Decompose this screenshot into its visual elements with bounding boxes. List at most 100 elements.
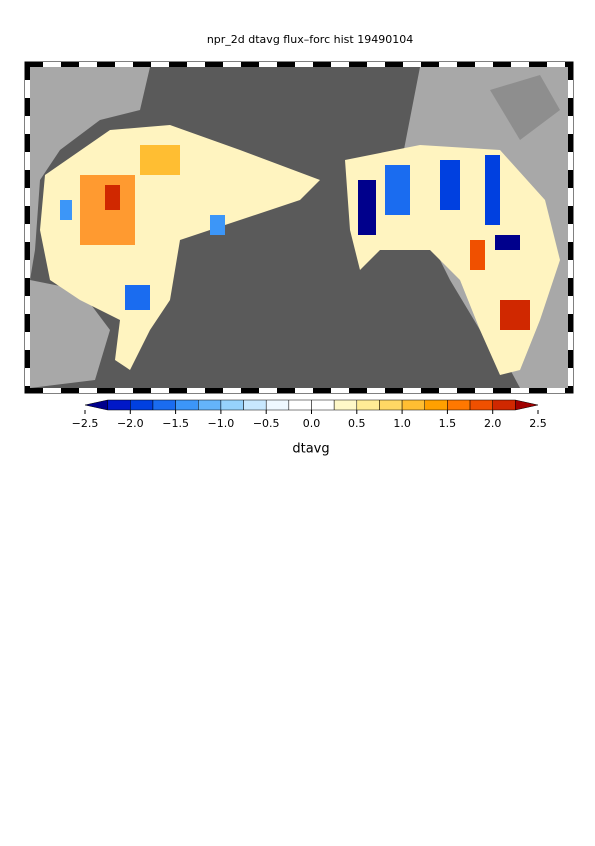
border-cell (568, 152, 573, 170)
border-cell (547, 62, 565, 67)
colorbar-tick-label: −2.0 (117, 417, 144, 430)
border-cell (439, 388, 457, 393)
border-cell (367, 388, 385, 393)
colorbar-swatch (401, 399, 425, 411)
border-cell (331, 62, 349, 67)
border-cell (25, 116, 30, 134)
map (24, 61, 574, 394)
colorbar-swatch (175, 399, 199, 411)
border-cell (25, 152, 30, 170)
colorbar-swatch (424, 399, 448, 411)
colorbar-tick-label: −2.5 (72, 417, 99, 430)
border-cell (223, 388, 241, 393)
border-cell (568, 278, 573, 296)
border-cell (205, 388, 223, 393)
border-cell (529, 62, 547, 67)
border-cell (25, 206, 30, 224)
colorbar-tick-label: 1.5 (439, 417, 457, 430)
colorbar-swatch (288, 399, 312, 411)
colorbar-swatch (130, 399, 154, 411)
border-cell (25, 98, 30, 116)
border-cell (568, 116, 573, 134)
land (30, 67, 150, 280)
border-cell (25, 134, 30, 152)
border-cell (43, 388, 61, 393)
border-cell (568, 350, 573, 368)
border-cell (403, 388, 421, 393)
colorbar-tick-label: 2.5 (529, 417, 547, 430)
border-cell (277, 388, 295, 393)
border-cell (511, 62, 529, 67)
colorbar: −2.5 −2.0 −1.5 −1.0 −0.5 0.0 0.5 1.0 1.5 2.0 2.5 (72, 399, 547, 430)
border-cell (79, 62, 97, 67)
border-cell (277, 62, 295, 67)
border-cell (568, 98, 573, 116)
field-cool (60, 200, 72, 220)
field-cool (125, 285, 150, 310)
border-cell (25, 188, 30, 206)
border-cell (568, 80, 573, 98)
border-cell (313, 62, 331, 67)
land (30, 280, 110, 388)
border-cell (568, 260, 573, 278)
colorbar-tick-label: −1.0 (208, 417, 235, 430)
colorbar-swatch (220, 399, 244, 411)
border-cell (349, 388, 367, 393)
border-cell (568, 368, 573, 386)
border-cell (115, 388, 133, 393)
border-cell (25, 80, 30, 98)
border-cell (331, 388, 349, 393)
border-cell (367, 62, 385, 67)
border-cell (568, 170, 573, 188)
border-cell (568, 62, 573, 80)
colorbar-tick-label: 1.0 (393, 417, 411, 430)
border-cell (169, 388, 187, 393)
field-cool (210, 215, 225, 235)
border-cell (169, 62, 187, 67)
border-cell (61, 388, 79, 393)
border-cell (295, 62, 313, 67)
border-cell (61, 62, 79, 67)
border-cell (223, 62, 241, 67)
border-cell (133, 388, 151, 393)
colorbar-tick-label: −0.5 (253, 417, 280, 430)
border-cell (241, 388, 259, 393)
field-cool (440, 160, 460, 210)
field-warm (140, 145, 180, 175)
colorbar-swatch (356, 399, 380, 411)
border-cell (547, 388, 565, 393)
border-cell (475, 388, 493, 393)
border-cell (568, 314, 573, 332)
colorbar-swatch (84, 399, 108, 411)
border-cell (25, 278, 30, 296)
map-border (25, 62, 573, 393)
border-cell (403, 62, 421, 67)
border-cell (187, 388, 205, 393)
colorbar-tick-label: −1.5 (162, 417, 189, 430)
border-cell (568, 296, 573, 314)
border-cell (79, 388, 97, 393)
colorbar-tick-label: 2.0 (484, 417, 502, 430)
border-cell (568, 134, 573, 152)
border-cell (151, 62, 169, 67)
border-cell (568, 386, 573, 393)
field-hot (500, 300, 530, 330)
colorbar-swatch (152, 399, 176, 411)
border-cell (475, 62, 493, 67)
border-cell (25, 260, 30, 278)
field-cool (485, 155, 500, 225)
border-cell (457, 388, 475, 393)
field-cold (358, 180, 376, 235)
border-cell (25, 242, 30, 260)
colorbar-swatch (265, 399, 290, 411)
border-cell (25, 388, 43, 393)
border-cell (25, 170, 30, 188)
border-cell (568, 224, 573, 242)
border-cell (97, 388, 115, 393)
border-cell (97, 62, 115, 67)
field-hot (470, 240, 485, 270)
border-cell (25, 332, 30, 350)
border-cell (568, 188, 573, 206)
colorbar-swatch (333, 399, 358, 411)
colorbar-swatch (515, 399, 539, 411)
